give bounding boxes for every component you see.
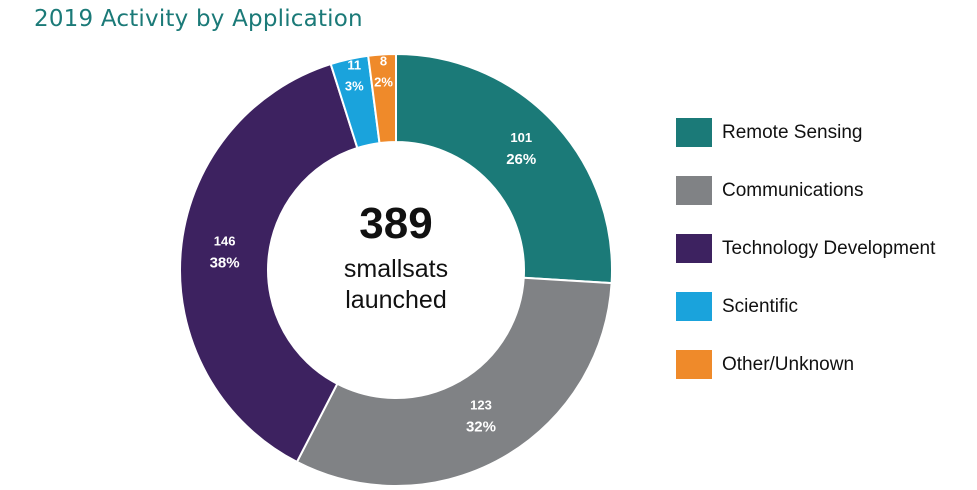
legend-item-technology-development: Technology Development: [676, 234, 935, 263]
slice-percent-label: 38%: [210, 254, 240, 271]
slice-communications: [295, 276, 613, 487]
slice-value-label: 8: [380, 53, 387, 68]
legend-item-scientific: Scientific: [676, 292, 935, 321]
legend-swatch: [676, 234, 712, 263]
legend-item-remote-sensing: Remote Sensing: [676, 118, 935, 147]
slice-percent-label: 32%: [466, 419, 496, 436]
legend-label: Remote Sensing: [722, 121, 863, 143]
legend-label: Scientific: [722, 295, 799, 317]
center-line1: smallsats: [344, 255, 448, 283]
slice-remote-sensing: [395, 52, 613, 285]
slice-technology-development: [179, 62, 359, 464]
center-line2: launched: [345, 286, 446, 314]
slice-other-unknown: [367, 52, 397, 145]
legend-item-other-unknown: Other/Unknown: [676, 350, 935, 379]
legend-swatch: [676, 350, 712, 379]
slice-percent-label: 2%: [374, 74, 393, 89]
slice-value-label: 11: [347, 58, 361, 73]
slice-value-label: 146: [214, 233, 236, 248]
slice-percent-label: 26%: [506, 151, 536, 168]
legend-swatch: [676, 176, 712, 205]
legend: Remote Sensing Communications Technology…: [676, 118, 935, 408]
slice-value-label: 101: [510, 130, 532, 145]
legend-swatch: [676, 118, 712, 147]
legend-label: Communications: [722, 179, 864, 201]
center-total: 389: [359, 199, 432, 248]
slice-percent-label: 3%: [345, 79, 364, 94]
slice-value-label: 123: [470, 398, 492, 413]
chart-title: 2019 Activity by Application: [34, 6, 363, 32]
legend-label: Other/Unknown: [722, 353, 855, 375]
legend-item-communications: Communications: [676, 176, 935, 205]
legend-label: Technology Development: [722, 237, 936, 259]
legend-swatch: [676, 292, 712, 321]
